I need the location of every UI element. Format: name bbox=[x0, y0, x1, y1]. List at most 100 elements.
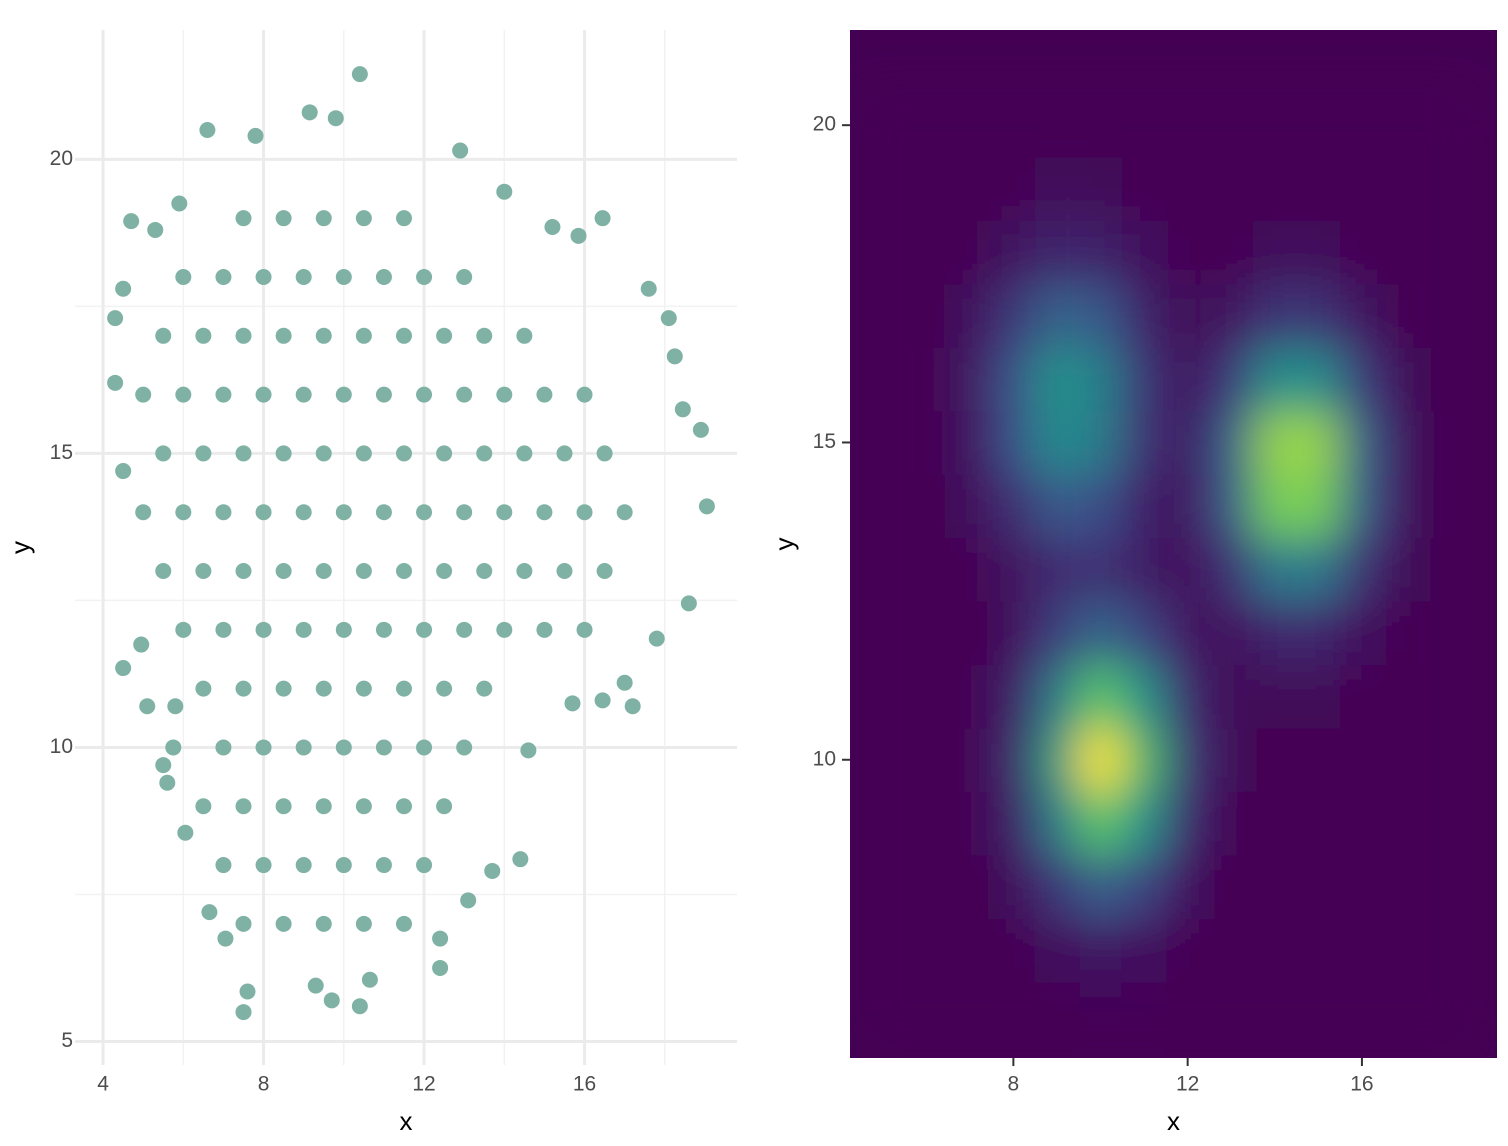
heat-cell bbox=[1122, 728, 1167, 792]
heat-cell bbox=[948, 93, 993, 158]
heat-cell bbox=[1165, 347, 1210, 412]
point bbox=[416, 268, 433, 285]
y-axis-title: y bbox=[5, 541, 35, 554]
point bbox=[692, 421, 709, 438]
point bbox=[115, 280, 132, 297]
point bbox=[576, 504, 593, 521]
point bbox=[355, 327, 372, 344]
heat-cell bbox=[948, 664, 993, 729]
heat-cell bbox=[1340, 220, 1385, 285]
x-tick-label: 4 bbox=[97, 1073, 109, 1096]
x-tick-label: 8 bbox=[1008, 1073, 1020, 1096]
point bbox=[235, 680, 252, 697]
point bbox=[315, 327, 332, 344]
heat-cell bbox=[860, 537, 905, 602]
point bbox=[536, 504, 553, 521]
heat-cell bbox=[904, 728, 949, 792]
heat-cell bbox=[1165, 791, 1210, 856]
point bbox=[323, 992, 340, 1009]
y-tick-label: 10 bbox=[813, 747, 836, 770]
point bbox=[115, 660, 132, 677]
point bbox=[159, 774, 176, 791]
point bbox=[139, 698, 156, 715]
heat-cell bbox=[1035, 791, 1080, 856]
heat-cell bbox=[1427, 728, 1472, 792]
heat-cell bbox=[1035, 664, 1080, 729]
point bbox=[666, 348, 683, 365]
point bbox=[107, 310, 124, 327]
heat-cell bbox=[948, 537, 993, 602]
heat-cell bbox=[1165, 664, 1210, 729]
heat-cell bbox=[1035, 283, 1080, 348]
heat-cell bbox=[1122, 283, 1167, 348]
point bbox=[375, 268, 392, 285]
heat-cell bbox=[991, 918, 1036, 983]
heat-cell bbox=[1253, 918, 1298, 983]
heat-cell bbox=[1035, 156, 1080, 221]
point bbox=[335, 504, 352, 521]
point bbox=[217, 930, 234, 947]
heat-cell bbox=[1122, 156, 1167, 221]
heat-cell bbox=[1340, 410, 1385, 475]
point bbox=[275, 210, 292, 227]
heat-cell bbox=[948, 156, 993, 221]
heat-cell bbox=[1165, 93, 1210, 158]
heat-cell bbox=[948, 220, 993, 285]
point bbox=[215, 739, 232, 756]
point bbox=[416, 621, 433, 638]
point bbox=[476, 563, 493, 580]
point bbox=[235, 210, 252, 227]
point bbox=[275, 445, 292, 462]
heat-cell bbox=[860, 347, 905, 412]
heat-cell bbox=[1296, 156, 1341, 221]
heat-cell bbox=[1383, 791, 1428, 856]
heat-cell bbox=[1035, 981, 1080, 1046]
point bbox=[436, 563, 453, 580]
point bbox=[476, 445, 493, 462]
heat-cell bbox=[948, 728, 993, 792]
heat-cell bbox=[1253, 728, 1298, 792]
point bbox=[177, 824, 194, 841]
point bbox=[452, 142, 469, 159]
point bbox=[315, 210, 332, 227]
point bbox=[351, 998, 368, 1015]
heat-cell bbox=[948, 918, 993, 983]
heat-cell bbox=[1035, 601, 1080, 666]
point bbox=[674, 401, 691, 418]
point bbox=[195, 327, 212, 344]
point bbox=[235, 445, 252, 462]
heat-cell bbox=[1427, 918, 1472, 983]
heat-cell bbox=[1296, 791, 1341, 856]
point bbox=[556, 563, 573, 580]
point bbox=[456, 739, 473, 756]
point bbox=[355, 680, 372, 697]
point bbox=[335, 386, 352, 403]
point bbox=[436, 445, 453, 462]
point bbox=[698, 498, 715, 515]
point bbox=[335, 268, 352, 285]
heat-cell bbox=[1035, 728, 1080, 792]
y-tick-label: 15 bbox=[50, 441, 73, 464]
heat-cell bbox=[948, 791, 993, 856]
x-axis-title: x bbox=[1167, 1106, 1180, 1136]
heat-cell bbox=[1122, 220, 1167, 285]
heat-cell bbox=[860, 474, 905, 539]
point bbox=[255, 739, 272, 756]
point bbox=[295, 386, 312, 403]
heat-cell bbox=[1078, 854, 1123, 919]
point bbox=[175, 504, 192, 521]
point bbox=[195, 798, 212, 815]
point bbox=[456, 386, 473, 403]
point bbox=[315, 798, 332, 815]
heat-cell bbox=[1209, 601, 1254, 666]
heat-cell bbox=[1427, 283, 1472, 348]
point bbox=[315, 563, 332, 580]
heat-cell bbox=[1078, 93, 1123, 158]
point bbox=[295, 504, 312, 521]
point bbox=[640, 280, 657, 297]
point bbox=[375, 621, 392, 638]
heat-cell bbox=[1209, 156, 1254, 221]
heat-cell bbox=[1078, 283, 1123, 348]
heat-cell bbox=[860, 791, 905, 856]
point bbox=[215, 386, 232, 403]
